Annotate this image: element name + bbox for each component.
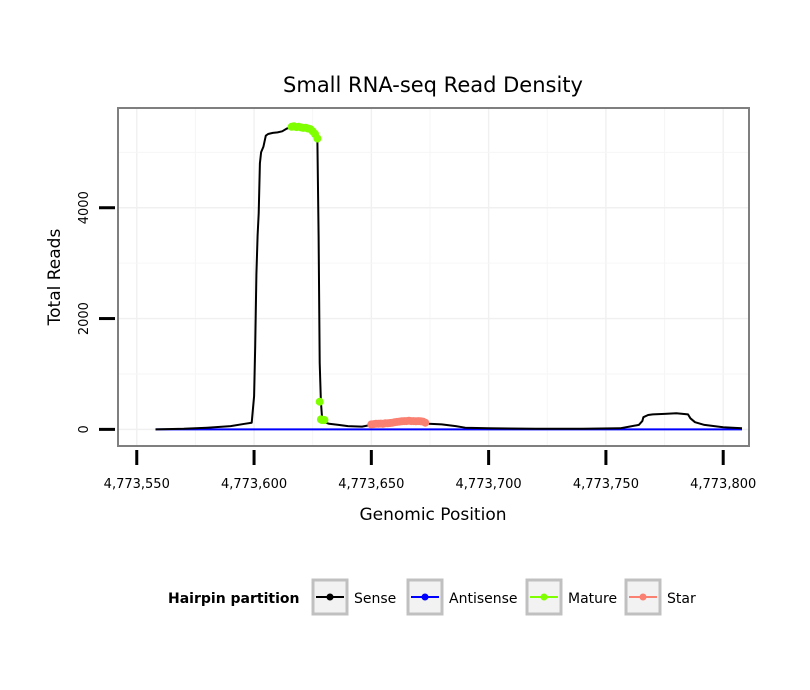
legend-label-star: Star xyxy=(667,591,696,607)
legend-swatch-point-antisense xyxy=(421,593,429,601)
x-tick-label: 4,773,600 xyxy=(221,477,287,492)
legend-label-mature: Mature xyxy=(568,591,617,607)
grid-lines xyxy=(118,108,749,446)
y-axis: 0 2000 4000 xyxy=(77,191,115,434)
plot-border xyxy=(117,107,750,447)
chart-title: Small RNA-seq Read Density xyxy=(283,73,583,97)
x-axis-label: Genomic Position xyxy=(359,505,506,525)
series-line-sense xyxy=(155,125,743,431)
y-tick-label: 2000 xyxy=(77,302,92,335)
x-tick-label: 4,773,550 xyxy=(104,477,170,492)
x-tick-label: 4,773,750 xyxy=(573,477,639,492)
legend: Hairpin partition Sense Antisense Mature St… xyxy=(168,578,696,616)
legend-swatch-point-star xyxy=(639,593,647,601)
legend-label-sense: Sense xyxy=(354,591,396,607)
legend-title: Hairpin partition xyxy=(168,591,299,607)
plot-panel xyxy=(118,108,749,446)
x-tick-label: 4,773,650 xyxy=(338,477,404,492)
plot-panel-background xyxy=(118,108,749,446)
y-tick-label: 4000 xyxy=(77,191,92,224)
x-tick-label: 4,773,800 xyxy=(690,477,756,492)
y-tick-label: 0 xyxy=(77,425,92,433)
legend-swatch-point-sense xyxy=(326,593,334,601)
data-point-mature xyxy=(320,416,329,424)
data-point-star xyxy=(421,418,430,427)
x-tick-label: 4,773,700 xyxy=(456,477,522,492)
data-point-mature xyxy=(315,397,324,406)
data-point-mature xyxy=(313,134,322,143)
series-layer xyxy=(155,122,743,431)
x-axis: 4,773,550 4,773,600 4,773,650 4,773,700 4,77… xyxy=(104,450,756,492)
legend-label-antisense: Antisense xyxy=(449,591,518,607)
legend-swatch-point-mature xyxy=(540,593,548,601)
y-axis-label: Total Reads xyxy=(45,229,65,327)
